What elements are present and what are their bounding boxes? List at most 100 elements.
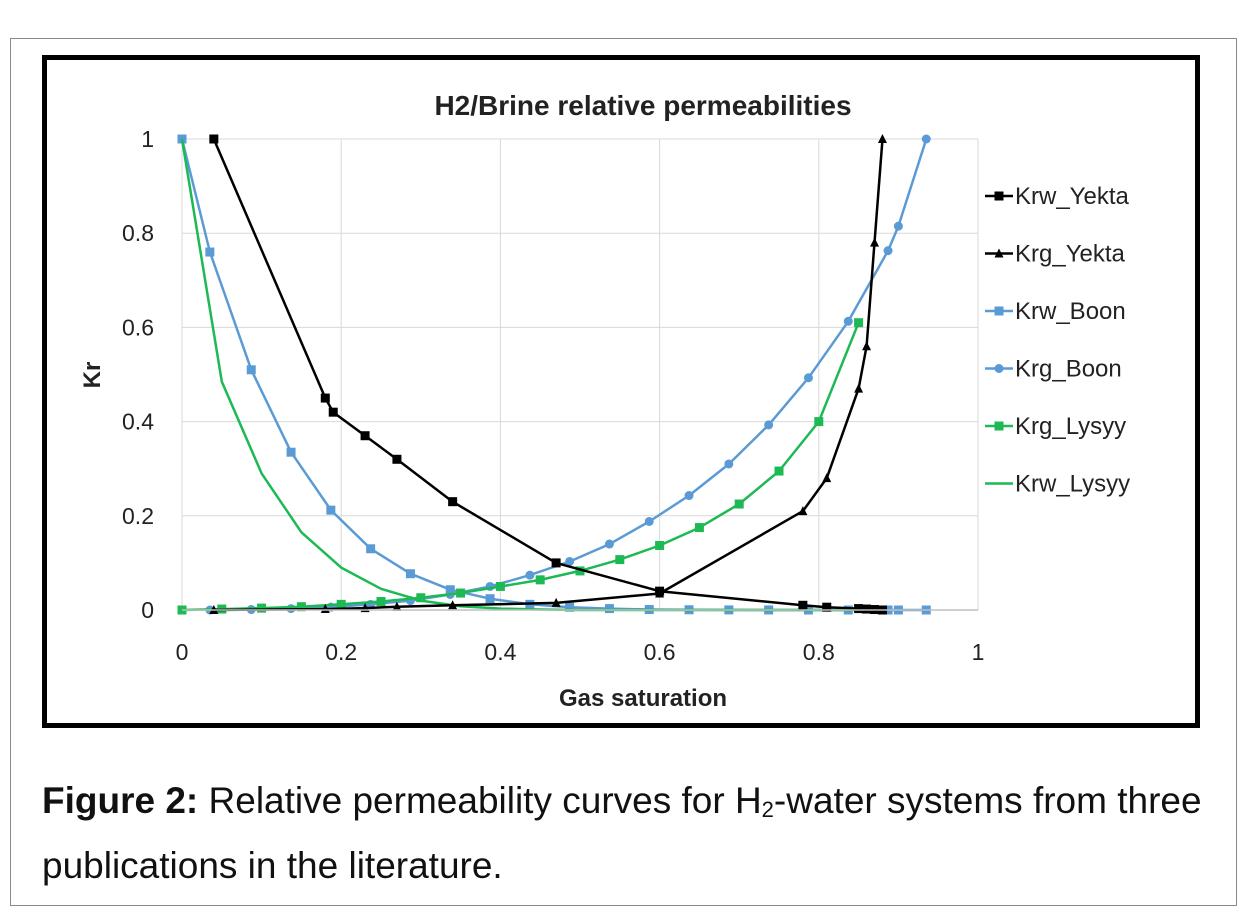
series-layer — [177, 134, 931, 615]
x-tick-label: 0.8 — [803, 639, 835, 665]
legend-item-krg-yekta: Krg_Yekta — [985, 241, 1126, 268]
krg-boon-point — [684, 491, 694, 501]
x-tick-label: 0.4 — [484, 639, 516, 665]
caption-text-2: -water systems from three publications i… — [42, 780, 1202, 886]
krg-lysyy-point — [257, 603, 267, 613]
krg-lysyy-point — [535, 575, 545, 585]
krw-yekta-point — [822, 602, 832, 612]
chart-frame — [42, 55, 1200, 728]
krw-yekta-point — [209, 134, 219, 144]
krw-boon-line — [180, 138, 927, 612]
chart-title: H2/Brine relative permeabilities — [434, 90, 851, 121]
figure-caption: Figure 2: Relative permeability curves f… — [42, 773, 1222, 894]
krg-boon-point — [803, 373, 813, 383]
grid — [181, 138, 979, 611]
krg-yekta-point — [822, 473, 832, 483]
krg-boon-point — [921, 134, 931, 144]
x-tick-label: 0 — [176, 639, 189, 665]
krw-yekta-point — [320, 393, 330, 403]
legend-item-krg-lysyy: Krg_Lysyy — [985, 413, 1126, 440]
krg-yekta-point — [392, 601, 402, 611]
krg-boon-point — [883, 246, 893, 256]
krg-boon-point — [764, 420, 774, 430]
krg-yekta-point — [870, 237, 880, 247]
legend-label: Krw_Lysyy — [1015, 471, 1130, 498]
series-krg-lysyy — [177, 318, 864, 615]
krw-yekta-point — [798, 600, 808, 610]
caption-text-1: Relative permeability curves for H — [208, 780, 762, 821]
legend-item-krw-lysyy: Krw_Lysyy — [985, 471, 1130, 498]
legend-marker — [994, 191, 1004, 201]
figure-border — [10, 38, 1237, 906]
y-tick-label: 0.2 — [122, 503, 154, 529]
caption-label: Figure 2: — [42, 780, 199, 821]
krw-boon-point — [405, 569, 415, 579]
series-krw-boon — [177, 134, 931, 615]
krw-yekta-point — [854, 604, 864, 614]
krw-boon-point — [246, 365, 256, 375]
krg-lysyy-point — [296, 602, 306, 612]
y-tick-label: 0 — [141, 597, 154, 623]
krw-yekta-point — [448, 497, 458, 507]
krg-boon-point — [724, 459, 734, 469]
legend-label: Krw_Boon — [1015, 298, 1126, 325]
krg-lysyy-point — [336, 599, 346, 609]
krw-boon-point — [205, 247, 215, 257]
x-tick-label: 0.6 — [644, 639, 676, 665]
krw-boon-point — [445, 585, 455, 595]
krw-lysyy-line — [180, 138, 859, 612]
krg-lysyy-point — [814, 417, 824, 427]
krg-lysyy-point — [575, 566, 585, 576]
legend-label: Krg_Yekta — [1015, 241, 1126, 268]
legend-label: Krw_Yekta — [1015, 183, 1130, 210]
krw-yekta-point — [551, 558, 561, 568]
y-tick-label: 0.6 — [122, 314, 154, 340]
series-krg-yekta — [209, 134, 887, 614]
krg-yekta-point — [877, 134, 887, 143]
krw-yekta-point — [862, 604, 872, 614]
krg-yekta-point — [854, 383, 864, 393]
krw-boon-point — [366, 544, 376, 554]
krw-boon-point — [286, 447, 296, 457]
krg-yekta-point — [798, 506, 808, 516]
krg-lysyy-point — [854, 318, 864, 328]
krw-yekta-point — [392, 454, 402, 464]
y-tick-label: 1 — [141, 126, 154, 152]
x-axis-label: Gas saturation — [559, 685, 727, 712]
krg-lysyy-line — [181, 322, 860, 612]
krw-yekta-point — [360, 431, 370, 441]
axes: 0 0.2 0.4 0.6 0.8 1 0 0.2 0.4 0.6 0.8 1 — [122, 126, 984, 665]
legend-item-krw-boon: Krw_Boon — [985, 298, 1126, 325]
series-krw-yekta — [209, 134, 887, 615]
krg-lysyy-point — [456, 588, 466, 598]
x-tick-label: 0.2 — [325, 639, 357, 665]
krg-lysyy-point — [495, 581, 505, 591]
krg-boon-point — [604, 539, 614, 549]
series-krw-lysyy — [180, 138, 859, 612]
legend: Krw_Yekta Krg_Yekta Krw_Boon Krg_Boon Krg_Ly… — [985, 183, 1130, 498]
krg-yekta-point — [862, 341, 872, 351]
krg-yekta-point — [448, 600, 458, 610]
y-tick-label: 0.4 — [122, 409, 154, 435]
legend-label: Krg_Boon — [1015, 356, 1122, 383]
krg-lysyy-point — [694, 523, 704, 533]
caption-subscript: 2 — [761, 797, 774, 822]
krg-boon-point — [565, 556, 575, 566]
krw-boon-point — [604, 604, 614, 614]
legend-marker — [994, 421, 1004, 431]
krg-lysyy-point — [774, 466, 784, 476]
krg-boon-point — [893, 221, 903, 231]
legend-item-krw-yekta: Krw_Yekta — [985, 183, 1130, 210]
krg-lysyy-point — [416, 593, 426, 603]
y-axis-label: Kr — [79, 362, 106, 389]
krg-boon-point — [644, 516, 654, 526]
krg-lysyy-point — [376, 597, 386, 607]
krg-yekta-point — [551, 597, 561, 607]
legend-label: Krg_Lysyy — [1015, 413, 1126, 440]
krg-yekta-point — [655, 588, 665, 598]
legend-marker — [994, 306, 1004, 316]
legend-marker — [994, 364, 1004, 373]
y-tick-label: 0.8 — [122, 220, 154, 246]
x-tick-label: 1 — [972, 639, 985, 665]
